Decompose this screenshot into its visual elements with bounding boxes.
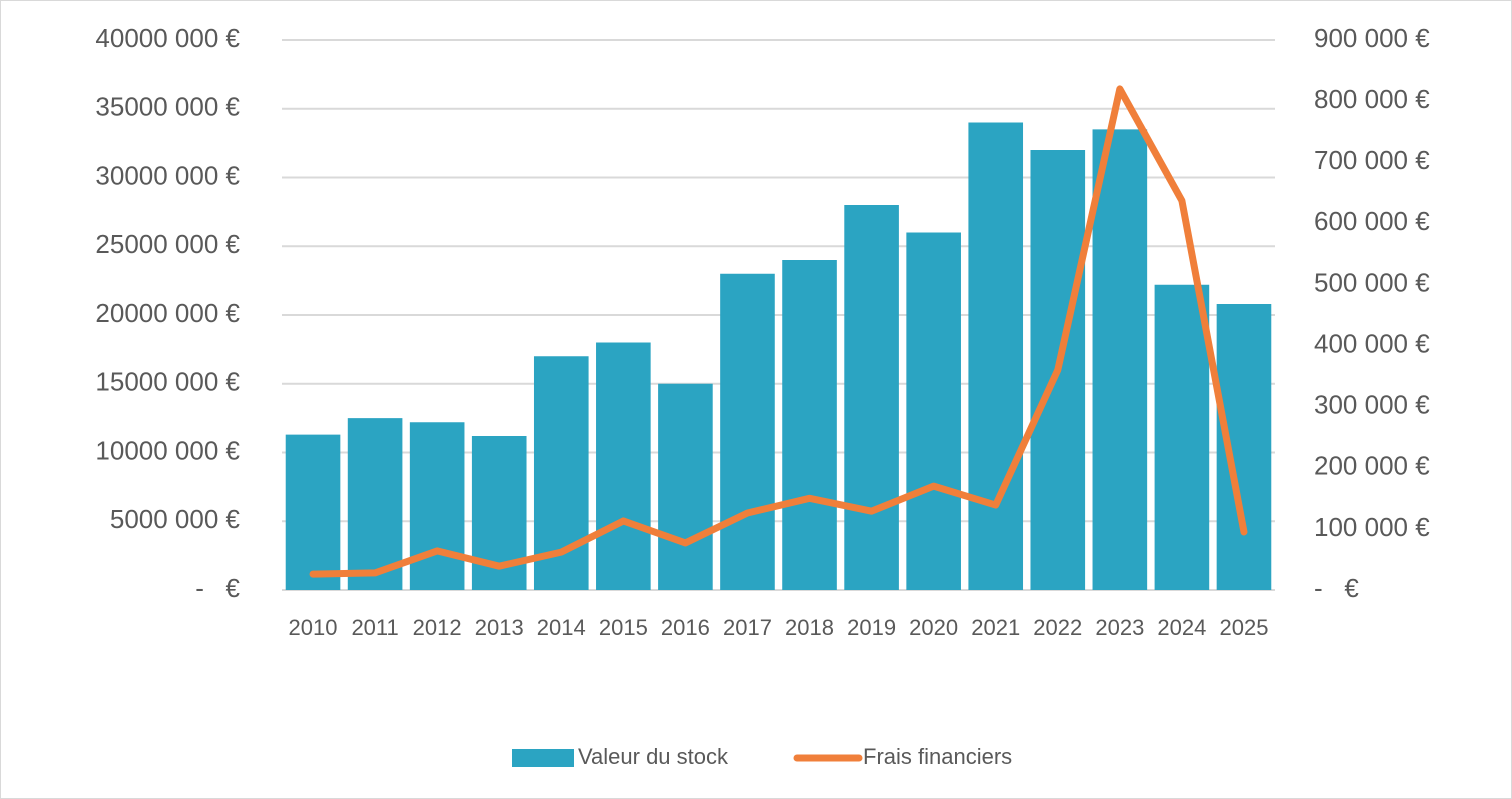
y-tick-label: 30000 000 € [95, 160, 240, 190]
x-tick-label: 2016 [661, 615, 710, 640]
y-tick-label: 20000 000 € [95, 298, 240, 328]
x-tick-label: 2017 [723, 615, 772, 640]
x-tick-label: 2025 [1219, 615, 1268, 640]
bar [720, 273, 775, 590]
bar [844, 205, 899, 590]
x-tick-label: 2014 [537, 615, 586, 640]
x-tick-label: 2015 [599, 615, 648, 640]
y2-tick-label: 800 000 € [1314, 84, 1430, 114]
y2-tick-label: 500 000 € [1314, 267, 1430, 297]
bar [906, 232, 961, 590]
bar [782, 260, 837, 590]
bar [409, 422, 465, 590]
y-tick-label: - € [195, 573, 240, 603]
y2-tick-label: 300 000 € [1314, 390, 1430, 420]
x-tick-label: 2011 [351, 615, 398, 640]
legend-label: Valeur du stock [578, 744, 729, 769]
y2-tick-label: 400 000 € [1314, 328, 1430, 358]
x-tick-label: 2024 [1157, 615, 1206, 640]
legend-label: Frais financiers [863, 744, 1012, 769]
y-tick-label: 10000 000 € [95, 435, 240, 465]
x-tick-label: 2012 [413, 615, 462, 640]
x-tick-label: 2021 [971, 615, 1020, 640]
y-tick-label: 35000 000 € [95, 92, 240, 122]
x-tick-label: 2010 [289, 615, 338, 640]
y-tick-label: 25000 000 € [95, 229, 240, 259]
bar [658, 383, 713, 590]
bar [596, 342, 651, 590]
x-tick-label: 2023 [1095, 615, 1144, 640]
y-tick-label: 5000 000 € [110, 504, 241, 534]
line [309, 85, 1248, 578]
y2-tick-label: 200 000 € [1314, 451, 1430, 481]
y2-tick-label: 600 000 € [1314, 206, 1430, 236]
legend-swatch [512, 749, 574, 767]
bar [347, 418, 403, 590]
y-tick-label: 15000 000 € [95, 367, 240, 397]
bar [1154, 284, 1210, 590]
x-tick-label: 2019 [847, 615, 896, 640]
y-tick-label: 40000 000 € [95, 23, 240, 53]
y2-tick-label: 700 000 € [1314, 145, 1430, 175]
x-tick-label: 2013 [475, 615, 524, 640]
y2-tick-label: 100 000 € [1314, 512, 1430, 542]
y2-tick-label: - € [1314, 573, 1359, 603]
y2-tick-label: 900 000 € [1314, 23, 1430, 53]
x-tick-label: 2022 [1033, 615, 1082, 640]
bar [968, 122, 1024, 590]
x-tick-label: 2018 [785, 615, 834, 640]
x-tick-label: 2020 [909, 615, 958, 640]
bar [1092, 129, 1148, 590]
bar [285, 434, 341, 590]
